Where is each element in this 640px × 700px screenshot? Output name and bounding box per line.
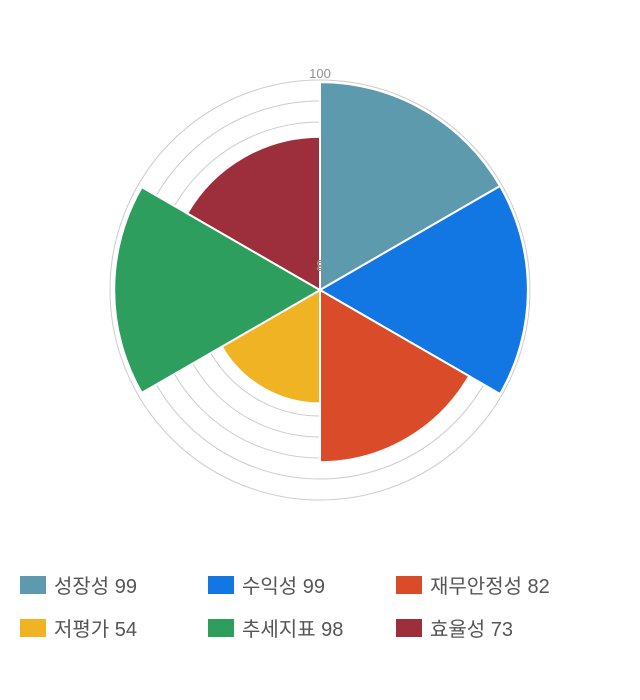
legend-swatch bbox=[20, 619, 46, 637]
polar-chart: 89100 bbox=[0, 0, 640, 560]
legend-label: 저평가 54 bbox=[54, 613, 137, 642]
legend-swatch bbox=[208, 619, 234, 637]
legend-label: 재무안정성 82 bbox=[430, 570, 550, 599]
legend-label: 추세지표 98 bbox=[242, 613, 343, 642]
legend-label: 효율성 73 bbox=[430, 613, 513, 642]
polar-chart-container: 89100 bbox=[0, 0, 640, 560]
legend-swatch bbox=[208, 576, 234, 594]
legend-item: 성장성 99 bbox=[20, 570, 190, 599]
legend-item: 효율성 73 bbox=[396, 613, 566, 642]
legend-item: 재무안정성 82 bbox=[396, 570, 566, 599]
legend: 성장성 99 수익성 99 재무안정성 82 저평가 54 추세지표 98 효율성 73 bbox=[0, 560, 640, 662]
axis-tick-label: 100 bbox=[309, 66, 331, 81]
legend-item: 수익성 99 bbox=[208, 570, 378, 599]
legend-swatch bbox=[20, 576, 46, 594]
legend-item: 추세지표 98 bbox=[208, 613, 378, 642]
legend-label: 성장성 99 bbox=[54, 570, 137, 599]
legend-swatch bbox=[396, 619, 422, 637]
legend-swatch bbox=[396, 576, 422, 594]
legend-label: 수익성 99 bbox=[242, 570, 325, 599]
legend-item: 저평가 54 bbox=[20, 613, 190, 642]
axis-tick-label: 9 bbox=[316, 257, 323, 272]
